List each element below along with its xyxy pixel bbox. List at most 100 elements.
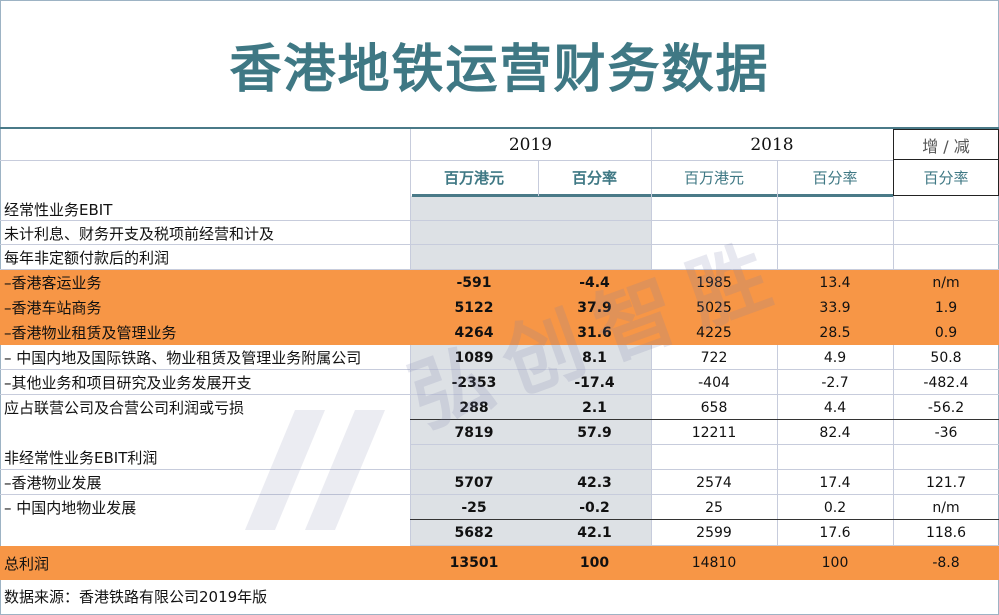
value-2018-hkd: 12211 — [691, 424, 737, 441]
value-2019-hkd: -25 — [461, 499, 487, 516]
value-2019-hkd: 288 — [459, 399, 489, 416]
value-2019-hkd: -591 — [456, 274, 492, 291]
value-2018-hkd: 2599 — [696, 525, 732, 541]
value-2018-hkd: 5025 — [696, 299, 732, 316]
value-2018-pct: 17.6 — [819, 525, 851, 541]
value-change-pct — [893, 245, 999, 270]
subheader-2019-pct: 百分率 — [571, 169, 617, 187]
table-row: 经常性业务EBIT — [0, 197, 999, 221]
value-2018-hkd: 1985 — [696, 274, 732, 291]
table-row: 未计利息、财务开支及税项前经营和计及 — [0, 221, 999, 245]
value-2018-pct — [777, 221, 893, 245]
value-change-pct: 0.9 — [934, 324, 958, 341]
value-2019-pct — [538, 197, 651, 221]
value-2019-pct: -4.4 — [579, 274, 610, 291]
value-2019-hkd: 5707 — [454, 474, 494, 491]
value-2018-hkd: 25 — [705, 499, 723, 516]
value-2019-hkd: 5682 — [454, 525, 494, 541]
value-change-pct: n/m — [932, 499, 960, 516]
value-2019-pct — [538, 245, 651, 270]
subheader-2018-hkd: 百万港元 — [683, 169, 744, 187]
row-label — [0, 520, 410, 546]
value-2019-pct — [538, 221, 651, 245]
row-label: 经常性业务EBIT — [4, 200, 113, 219]
value-2019-hkd — [410, 221, 538, 245]
value-2018-hkd: -404 — [698, 374, 730, 391]
value-change-pct — [893, 197, 999, 221]
value-2019-hkd — [410, 245, 538, 270]
row-label: –其他业务和项目研究及业务发展开支 — [4, 374, 252, 392]
table-row: –香港车站商务 5122 37.9 5025 33.9 1.9 — [0, 295, 999, 320]
value-2018-pct: 0.2 — [823, 499, 847, 516]
value-2018-pct: 82.4 — [819, 424, 851, 441]
row-label: 总利润 — [4, 554, 50, 573]
value-change-pct: 1.9 — [934, 299, 958, 316]
value-2018-hkd — [651, 197, 777, 221]
value-change-pct: 50.8 — [930, 349, 962, 366]
value-change-pct: 121.7 — [925, 474, 967, 491]
value-2018-pct — [777, 245, 893, 270]
value-2018-pct: 17.4 — [819, 474, 851, 491]
row-label: 应占联营公司及合营公司利润或亏损 — [4, 399, 245, 417]
value-2019-pct: -17.4 — [574, 374, 615, 391]
value-2018-hkd: 658 — [700, 399, 728, 416]
value-change-pct: -56.2 — [927, 399, 965, 416]
header-2018: 2018 — [750, 134, 794, 155]
value-2019-hkd — [410, 445, 538, 470]
table-row: 应占联营公司及合营公司利润或亏损 288 2.1 658 4.4 -56.2 — [0, 395, 999, 420]
row-label — [0, 420, 410, 445]
page-title: 香港地铁运营财务数据 — [229, 38, 770, 100]
value-2018-pct — [777, 445, 893, 470]
value-2018-pct — [777, 197, 893, 221]
table-row: – 中国内地物业发展 -25 -0.2 25 0.2 n/m — [0, 495, 999, 520]
value-2018-pct: 4.9 — [823, 349, 847, 366]
table-row: 非经常性业务EBIT利润 — [0, 445, 999, 470]
value-2019-hkd: 4264 — [454, 324, 494, 341]
row-label: 每年非定额付款后的利润 — [4, 249, 170, 267]
value-2019-pct: 42.1 — [577, 525, 612, 541]
row-label: 未计利息、财务开支及税项前经营和计及 — [4, 224, 275, 243]
header-underline — [412, 194, 893, 197]
table-row: –其他业务和项目研究及业务发展开支 -2353 -17.4 -404 -2.7 -482.… — [0, 370, 999, 395]
value-2018-hkd: 4225 — [696, 324, 732, 341]
value-2018-hkd: 722 — [700, 349, 728, 366]
subheader-2019-hkd: 百万港元 — [443, 169, 504, 187]
row-label: –香港车站商务 — [4, 299, 102, 317]
value-2019-pct: 2.1 — [582, 399, 607, 416]
value-2019-pct: 42.3 — [577, 474, 612, 491]
row-label: –香港物业租赁及管理业务 — [4, 324, 177, 342]
value-2019-pct: 57.9 — [577, 424, 612, 441]
value-2018-pct: 100 — [821, 555, 849, 571]
table-row: –香港客运业务 -591 -4.4 1985 13.4 n/m — [0, 270, 999, 295]
value-2018-pct: 4.4 — [823, 399, 847, 416]
value-change-pct: -36 — [934, 424, 958, 441]
subheader-change-pct: 百分率 — [893, 159, 999, 196]
value-2018-hkd — [651, 245, 777, 270]
value-2018-hkd: 14810 — [691, 555, 737, 571]
row-label: –香港物业发展 — [4, 474, 102, 492]
value-change-pct: 118.6 — [925, 525, 967, 541]
value-2018-hkd — [651, 445, 777, 470]
table-row: –香港物业租赁及管理业务 4264 31.6 4225 28.5 0.9 — [0, 320, 999, 345]
value-change-pct: -8.8 — [932, 555, 960, 571]
header-2019: 2019 — [508, 134, 553, 155]
value-2019-hkd: 13501 — [449, 555, 499, 571]
value-2018-pct: -2.7 — [821, 374, 849, 391]
value-2019-pct: 37.9 — [577, 299, 612, 316]
value-2019-hkd: -2353 — [451, 374, 497, 391]
value-2019-pct: 31.6 — [577, 324, 612, 341]
table-row: 总利润 13501 100 14810 100 -8.8 — [0, 546, 999, 580]
value-2019-hkd: 7819 — [454, 424, 494, 441]
highlight-2019-column — [410, 196, 651, 545]
value-2018-pct: 28.5 — [819, 324, 851, 341]
value-change-pct — [893, 221, 999, 245]
row-label: –香港客运业务 — [4, 274, 102, 292]
value-2019-hkd: 5122 — [454, 299, 494, 316]
table-row: 每年非定额付款后的利润 — [0, 245, 999, 270]
table-row: –香港物业发展 5707 42.3 2574 17.4 121.7 — [0, 470, 999, 495]
source-note: 数据来源：香港铁路有限公司2019年版 — [4, 588, 268, 606]
header-change: 增 / 减 — [893, 129, 999, 160]
subheader-2018-pct: 百分率 — [812, 169, 858, 187]
row-label: – 中国内地及国际铁路、物业租赁及管理业务附属公司 — [4, 349, 362, 367]
table-row: 5682 42.1 2599 17.6 118.6 — [0, 520, 999, 546]
